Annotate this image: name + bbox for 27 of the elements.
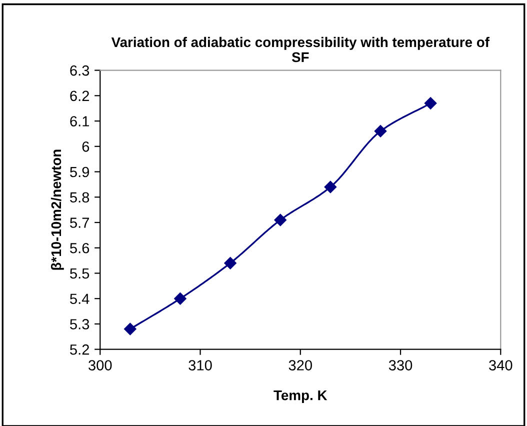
y-axis-title: β*10-10m2/newton [50, 150, 64, 270]
x-tick-label: 340 [489, 360, 512, 370]
x-tick-label: 300 [88, 360, 112, 370]
y-tick-label: 5.8 [70, 192, 90, 203]
y-tick-label: 5.7 [70, 218, 89, 228]
point [224, 256, 236, 270]
y-tick-label: 6.3 [70, 65, 90, 76]
y-tick-label: 6 [82, 141, 90, 152]
point [324, 180, 337, 194]
point [174, 292, 186, 305]
y-tick-label: 5.3 [70, 319, 90, 330]
y-tick-label: 5.2 [70, 344, 89, 355]
point [124, 322, 136, 336]
x-tick-label: 310 [188, 360, 212, 370]
point [274, 214, 286, 226]
x-tick-label: 330 [388, 360, 412, 370]
point [424, 97, 437, 110]
y-tick-label: 5.6 [70, 242, 90, 254]
x-tick-label: 320 [288, 360, 312, 370]
y-tick-label: 5.9 [70, 166, 90, 178]
point [374, 125, 387, 138]
y-tick-label: 6.1 [70, 116, 90, 126]
chart-title: Variation of adiabatic compressibility with temperature of SF [111, 36, 490, 62]
y-tick-label: 5.5 [70, 268, 90, 279]
x-axis-title: Temp. K [274, 390, 328, 403]
y-tick-label: 5.4 [70, 294, 90, 304]
y-tick-label: 6.2 [70, 90, 89, 102]
